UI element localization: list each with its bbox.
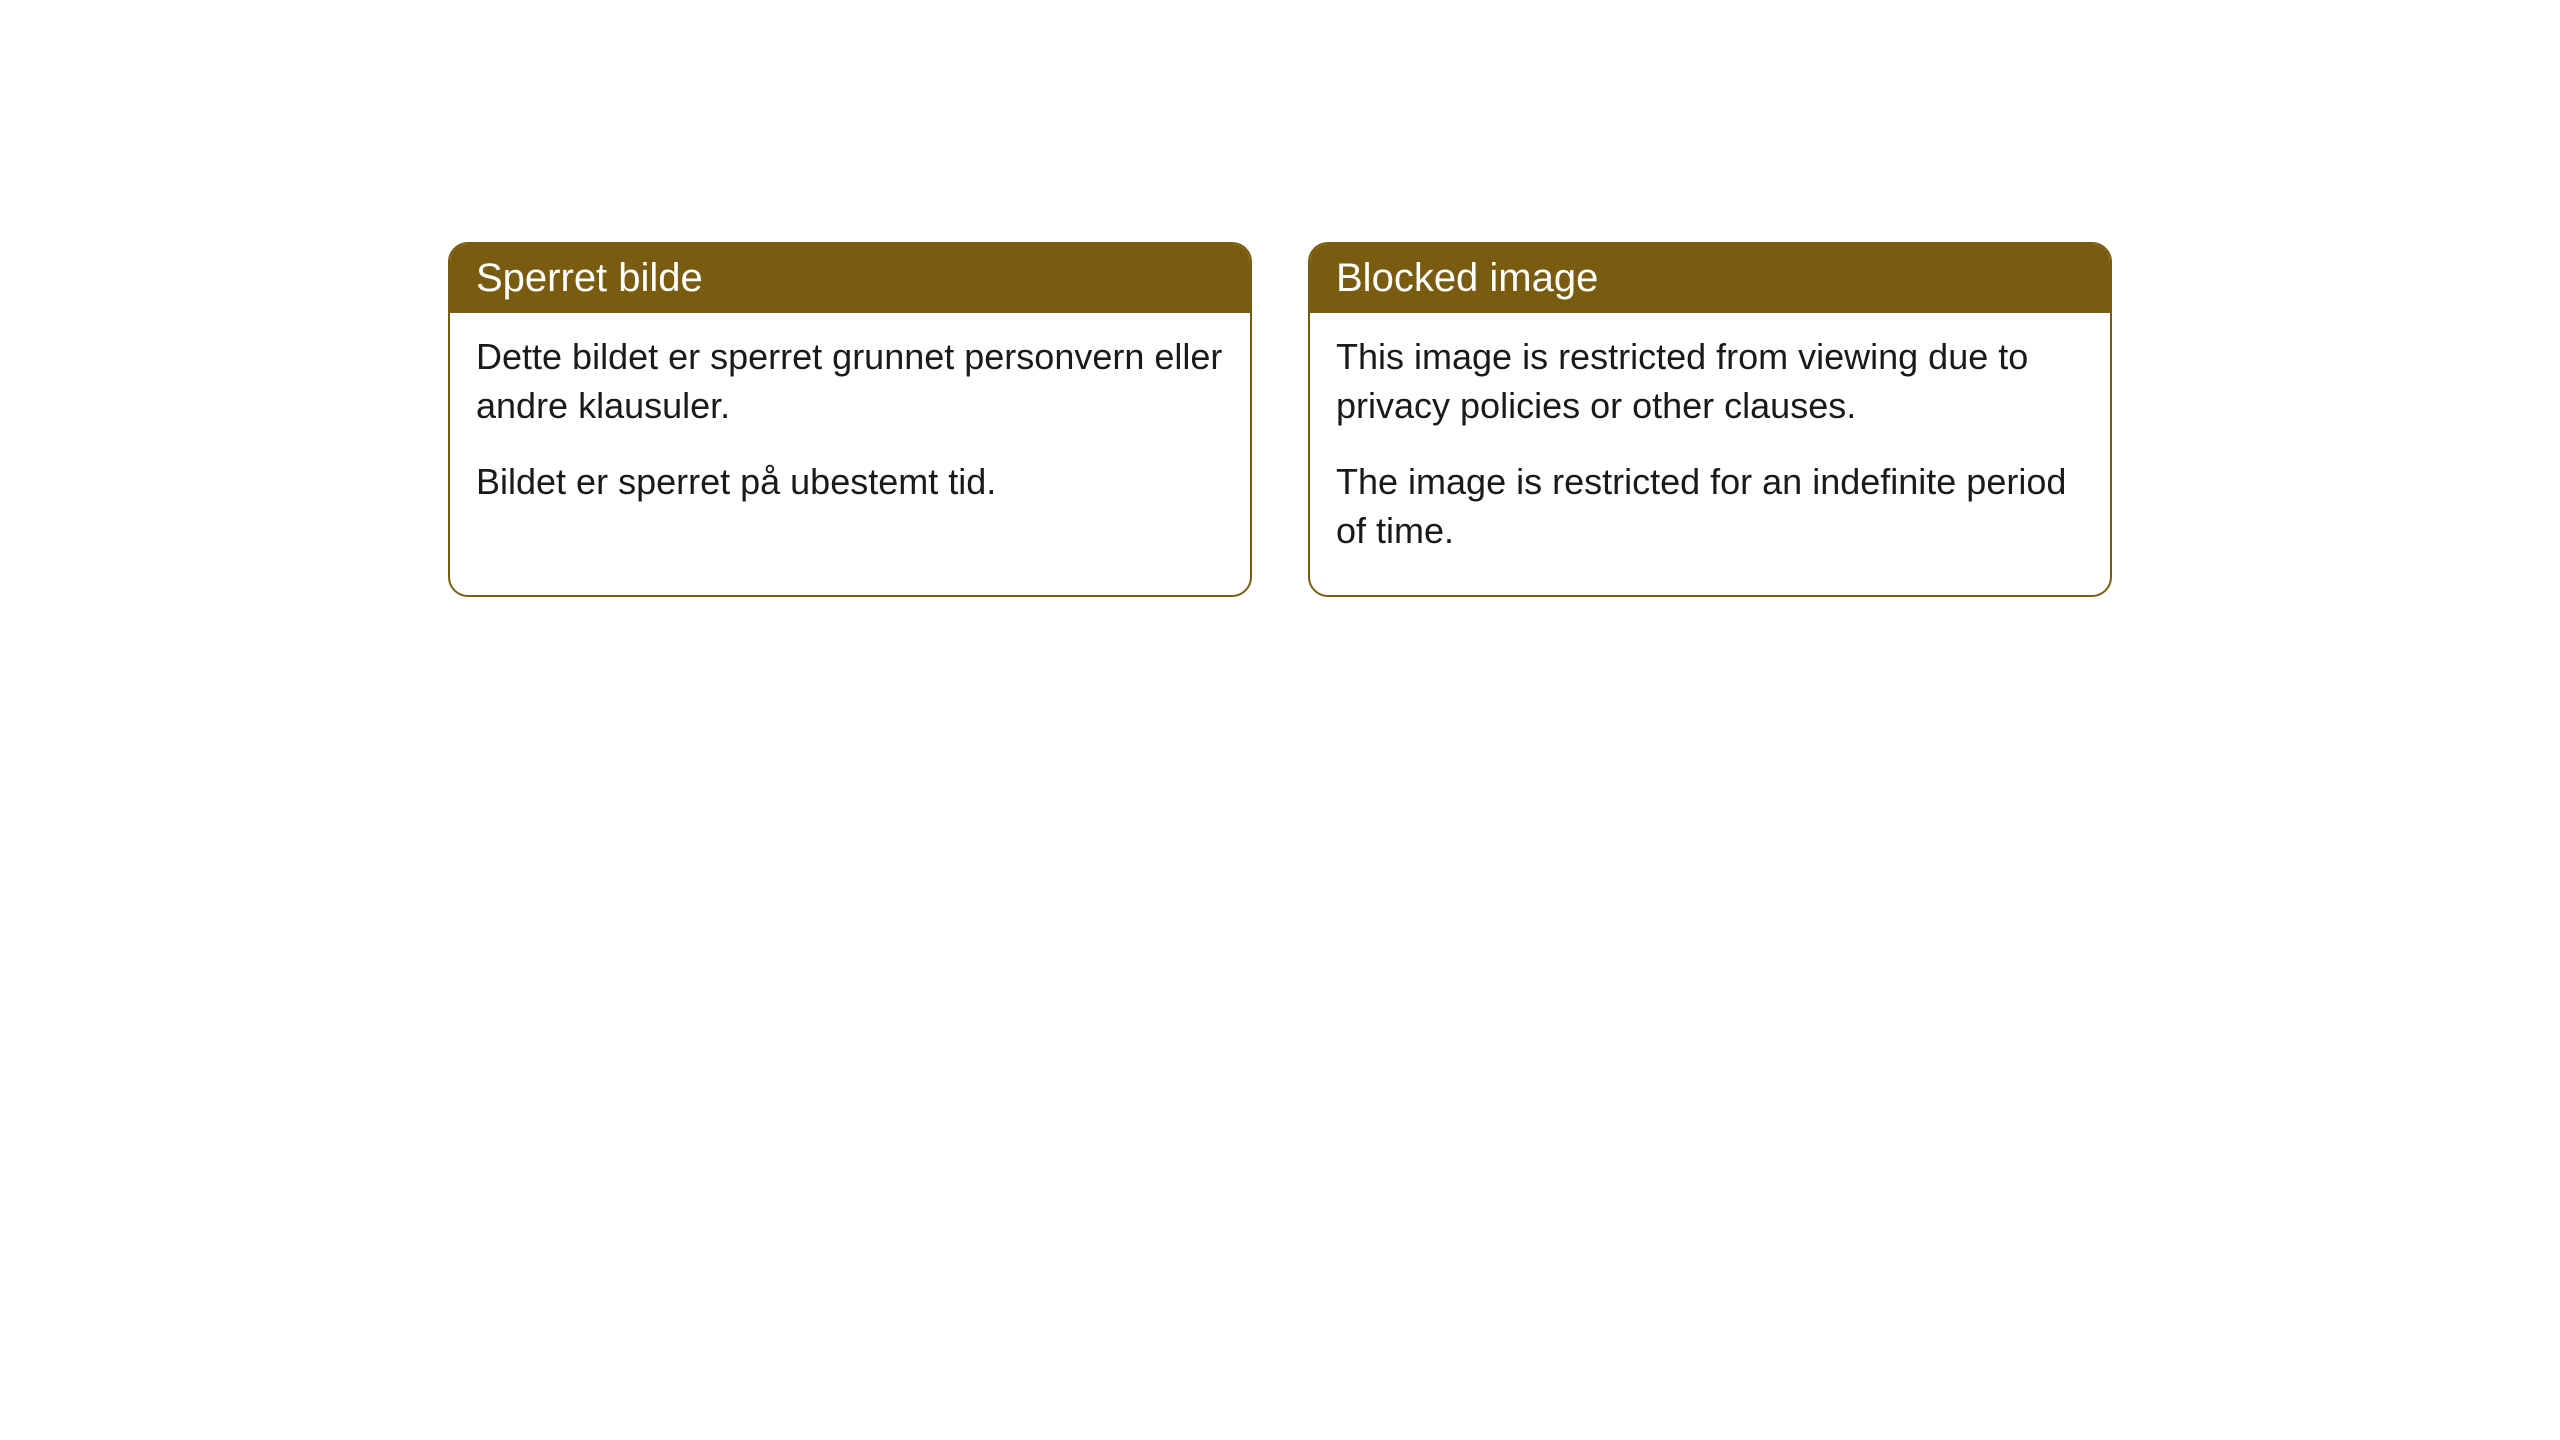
card-paragraph: Dette bildet er sperret grunnet personve… <box>476 333 1224 430</box>
card-title: Blocked image <box>1336 256 1598 300</box>
card-body: This image is restricted from viewing du… <box>1310 313 2110 595</box>
card-paragraph: This image is restricted from viewing du… <box>1336 333 2084 430</box>
notice-card-norwegian: Sperret bilde Dette bildet er sperret gr… <box>448 242 1252 597</box>
card-body: Dette bildet er sperret grunnet personve… <box>450 313 1250 547</box>
notice-cards-container: Sperret bilde Dette bildet er sperret gr… <box>448 242 2560 597</box>
notice-card-english: Blocked image This image is restricted f… <box>1308 242 2112 597</box>
card-paragraph: Bildet er sperret på ubestemt tid. <box>476 458 1224 507</box>
card-header: Blocked image <box>1310 244 2110 313</box>
card-header: Sperret bilde <box>450 244 1250 313</box>
card-paragraph: The image is restricted for an indefinit… <box>1336 458 2084 555</box>
card-title: Sperret bilde <box>476 256 703 300</box>
